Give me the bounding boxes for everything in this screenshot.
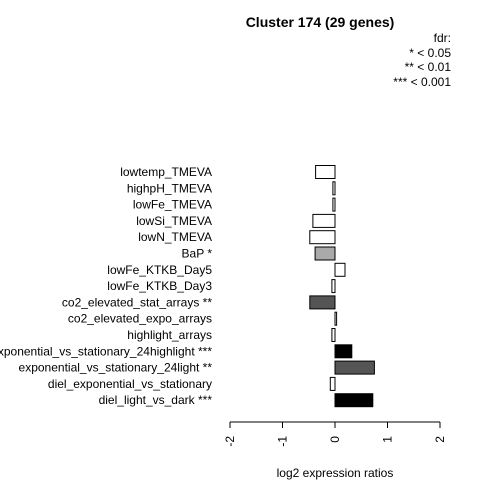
bar-3 bbox=[332, 197, 336, 212]
category-label-13: exponential_vs_stationary_24light ** bbox=[19, 361, 213, 375]
bar-8 bbox=[331, 279, 336, 294]
bar-2 bbox=[332, 181, 336, 196]
x-tick-label-3: 0 bbox=[328, 436, 342, 443]
bar-12 bbox=[334, 344, 353, 359]
category-label-12: exponential_vs_stationary_24highlight **… bbox=[0, 344, 212, 358]
category-label-5: lowN_TMEVA bbox=[138, 230, 212, 244]
category-label-3: lowFe_TMEVA bbox=[133, 198, 212, 212]
category-label-14: diel_exponential_vs_stationary bbox=[48, 377, 212, 391]
legend-title: fdr: bbox=[433, 31, 451, 45]
category-label-7: lowFe_KTKB_Day5 bbox=[107, 263, 212, 277]
x-tick-label-1: -2 bbox=[223, 436, 237, 447]
bar-10 bbox=[334, 311, 338, 326]
bar-4 bbox=[312, 213, 336, 228]
legend-entry-1: * < 0.05 bbox=[409, 45, 451, 60]
category-label-2: highpH_TMEVA bbox=[127, 181, 212, 195]
bar-9 bbox=[309, 295, 336, 310]
chart-title: Cluster 174 (29 genes) bbox=[245, 14, 395, 30]
fdr-legend: fdr: * < 0.05 ** < 0.01 *** < 0.001 bbox=[393, 31, 451, 89]
category-label-10: co2_elevated_expo_arrays bbox=[68, 312, 212, 326]
category-label-4: lowSi_TMEVA bbox=[136, 214, 212, 228]
x-tick-label-4: 1 bbox=[381, 436, 395, 443]
bar-14 bbox=[329, 376, 336, 391]
bar-13 bbox=[334, 360, 375, 375]
category-label-9: co2_elevated_stat_arrays ** bbox=[62, 295, 212, 309]
bar-6 bbox=[314, 246, 336, 261]
category-label-6: BaP * bbox=[182, 247, 213, 261]
bar-1 bbox=[315, 165, 336, 179]
x-tick-label-5: 2 bbox=[433, 436, 447, 443]
bar-5 bbox=[309, 230, 336, 245]
legend-entry-3: *** < 0.001 bbox=[393, 74, 451, 89]
bar-11 bbox=[331, 328, 336, 342]
category-label-11: highlight_arrays bbox=[127, 328, 212, 342]
legend-entry-2: ** < 0.01 bbox=[404, 60, 451, 74]
category-label-15: diel_light_vs_dark *** bbox=[99, 393, 213, 407]
category-label-8: lowFe_KTKB_Day3 bbox=[107, 279, 212, 293]
x-tick-label-2: -1 bbox=[276, 436, 290, 447]
category-label-1: lowtemp_TMEVA bbox=[120, 165, 212, 179]
x-axis-label: log2 expression ratios bbox=[276, 466, 394, 480]
bar-7 bbox=[334, 262, 346, 277]
bar-15 bbox=[334, 393, 374, 408]
